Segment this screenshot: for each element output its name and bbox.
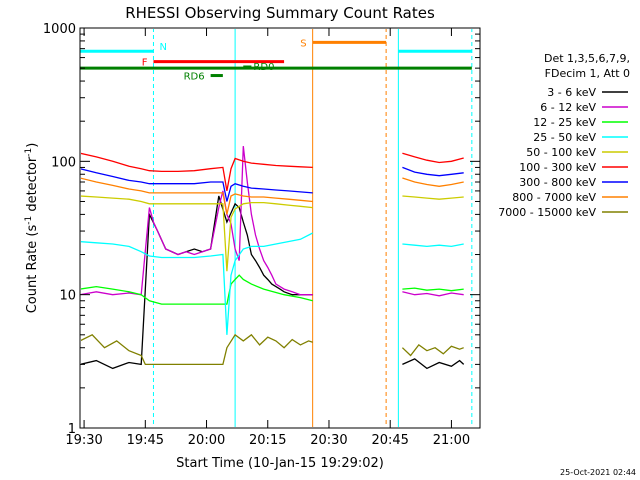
legend-label-50-100-kev: 50 - 100 keV	[526, 146, 596, 159]
series-7000-15000-kev-segment-0	[81, 333, 313, 366]
legend-header-line-2: FDecim 1, Att 0	[545, 67, 630, 80]
series-25-50-kev-segment-1	[402, 243, 464, 248]
y-tick-label-1000: 1000	[43, 22, 76, 37]
flag-label-n: N	[159, 42, 166, 53]
series-6-12-kev-segment-0	[81, 146, 313, 296]
x-axis: 19:30 19:45 20:00 20:15 20:30 20:45 21:00	[65, 28, 470, 448]
series-3-6-kev-segment-1	[402, 358, 465, 370]
series-layer	[81, 146, 465, 370]
y-axis: 1 10 100 1000	[43, 22, 480, 437]
legend: Det 1,3,5,6,7,9, FDecim 1, Att 0 3 - 6 k…	[498, 52, 630, 219]
x-tick-label-20-15: 20:15	[249, 433, 286, 448]
legend-label-6-12-kev: 6 - 12 keV	[540, 101, 596, 114]
x-axis-label: Start Time (10-Jan-15 19:29:02)	[176, 456, 384, 471]
series-25-50-kev-segment-0	[81, 232, 313, 335]
observing-markers	[152, 29, 473, 427]
series-12-25-kev-segment-1	[402, 287, 464, 292]
series-6-12-kev-segment-1	[402, 291, 464, 297]
legend-label-100-300-kev: 100 - 300 keV	[519, 161, 596, 174]
series-50-100-kev-segment-1	[402, 195, 464, 200]
flag-label-rd6: RD6	[184, 72, 205, 83]
y-axis-label-tail: detector	[25, 156, 40, 216]
legend-header-line-1: Det 1,3,5,6,7,9,	[544, 52, 630, 65]
y-axis-label: Count Rate (s-1 detector-1)	[24, 143, 40, 314]
y-axis-label-exp2: -1	[24, 148, 34, 157]
x-tick-label-21-00: 21:00	[433, 433, 470, 448]
y-tick-label-10: 10	[59, 289, 76, 304]
series-12-25-kev-segment-0	[81, 274, 313, 305]
legend-label-12-25-kev: 12 - 25 keV	[533, 116, 596, 129]
x-tick-label-19-45: 19:45	[127, 433, 164, 448]
series-100-300-kev-segment-0	[81, 152, 313, 192]
legend-label-25-50-kev: 25 - 50 keV	[533, 131, 596, 144]
y-tick-label-1: 1	[68, 422, 76, 437]
x-tick-label-19-30: 19:30	[65, 433, 102, 448]
legend-label-7000-15000-kev: 7000 - 15000 keV	[498, 206, 596, 219]
x-tick-label-20-30: 20:30	[310, 433, 347, 448]
series-7000-15000-kev-segment-1	[401, 344, 464, 357]
x-tick-label-20-45: 20:45	[371, 433, 408, 448]
footer-timestamp: 25-Oct-2021 02:44	[560, 468, 636, 477]
chart-title: RHESSI Observing Summary Count Rates	[125, 4, 435, 22]
flag-label-s: S	[300, 38, 306, 49]
series-300-800-kev-segment-1	[402, 166, 464, 177]
series-800-7000-kev-segment-1	[402, 177, 464, 187]
series-300-800-kev-segment-0	[81, 168, 313, 202]
y-axis-label-exp: -1	[24, 216, 34, 225]
legend-label-300-800-kev: 300 - 800 keV	[519, 176, 596, 189]
y-tick-label-100: 100	[51, 155, 76, 170]
series-800-7000-kev-segment-0	[81, 177, 313, 215]
x-tick-label-20-00: 20:00	[188, 433, 225, 448]
series-50-100-kev-segment-0	[81, 195, 313, 272]
plot-frame	[79, 27, 481, 429]
legend-label-800-7000-kev: 800 - 7000 keV	[512, 191, 596, 204]
y-axis-label-close: )	[25, 143, 40, 148]
y-axis-label-main: Count Rate (s	[25, 225, 40, 314]
series-100-300-kev-segment-1	[402, 152, 464, 164]
legend-label-3-6-kev: 3 - 6 keV	[547, 86, 596, 99]
flag-label-f: F	[142, 58, 148, 69]
flags-layer: NFRD0RD6S	[80, 38, 472, 83]
